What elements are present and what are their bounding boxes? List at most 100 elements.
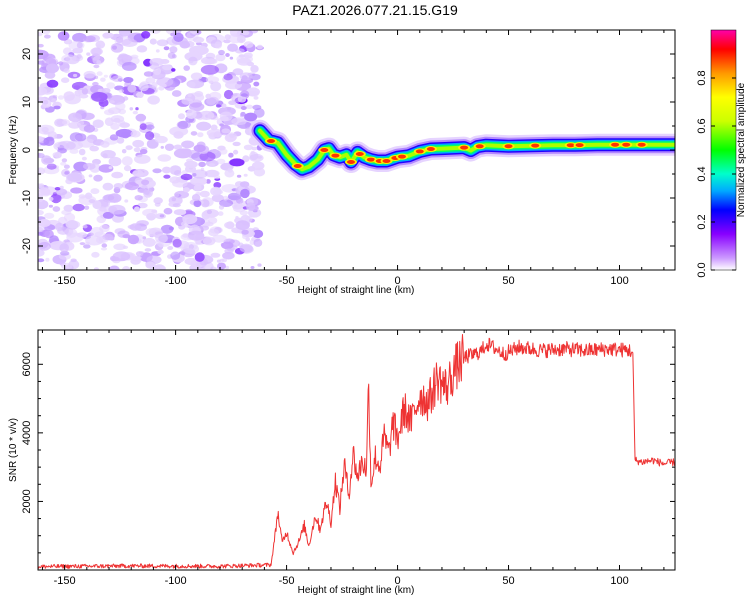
noise-speckle xyxy=(237,95,247,103)
ridge-hotspot-core xyxy=(398,154,406,159)
noise-speckle xyxy=(171,68,176,72)
noise-speckle xyxy=(205,179,211,184)
noise-speckle xyxy=(192,173,197,177)
noise-speckle xyxy=(68,40,85,50)
noise-speckle xyxy=(190,176,208,186)
noise-speckle xyxy=(92,55,105,65)
noise-speckle xyxy=(142,208,158,217)
noise-speckle xyxy=(100,247,108,251)
noise-speckle xyxy=(240,93,248,97)
noise-speckle xyxy=(121,156,133,166)
noise-speckle xyxy=(223,39,231,44)
noise-speckle xyxy=(243,41,254,48)
spectrogram-y-tick-label: 20 xyxy=(21,48,33,60)
noise-speckle xyxy=(223,89,234,100)
colorbar-gradient xyxy=(710,29,737,271)
noise-speckle xyxy=(210,252,221,258)
noise-speckle xyxy=(229,158,245,167)
noise-speckle xyxy=(63,212,76,222)
noise-speckle xyxy=(171,90,182,97)
noise-speckle xyxy=(151,82,158,88)
ridge-hotspot-core xyxy=(426,147,435,151)
snr-y-axis-label: SNR (10 * v/v) xyxy=(8,418,19,482)
noise-speckle xyxy=(41,155,52,165)
noise-speckle xyxy=(253,238,263,247)
noise-speckle xyxy=(64,170,70,175)
noise-speckle xyxy=(195,239,202,245)
noise-speckle xyxy=(221,128,231,134)
noise-speckle xyxy=(63,164,70,169)
noise-speckle xyxy=(108,156,122,167)
noise-speckle xyxy=(240,106,247,110)
noise-speckle xyxy=(82,224,88,229)
ridge-hotspot-core xyxy=(504,144,513,149)
noise-speckle xyxy=(234,48,245,54)
snr-x-ticks: -150 -100 -50 0 50 100 xyxy=(41,330,665,587)
noise-speckle xyxy=(108,107,121,115)
noise-speckle xyxy=(57,147,67,154)
noise-speckle xyxy=(224,133,237,143)
noise-speckle xyxy=(38,152,45,159)
noise-speckle xyxy=(74,133,87,142)
noise-speckle xyxy=(196,121,212,131)
noise-speckle xyxy=(86,52,91,56)
noise-speckle xyxy=(77,87,89,95)
noise-speckle xyxy=(228,152,234,158)
noise-speckle xyxy=(92,119,104,128)
noise-speckle xyxy=(134,195,143,201)
noise-speckle xyxy=(205,52,216,60)
noise-speckle xyxy=(38,231,44,236)
colorbar-tick-label: 0.2 xyxy=(696,214,708,229)
noise-speckle xyxy=(106,82,116,89)
noise-speckle xyxy=(250,65,259,73)
noise-speckle xyxy=(46,163,57,170)
noise-speckle xyxy=(173,144,183,150)
noise-speckle xyxy=(156,77,174,87)
noise-speckle xyxy=(38,241,51,251)
noise-speckle xyxy=(239,243,253,253)
noise-speckle xyxy=(190,131,198,136)
noise-speckle xyxy=(244,112,258,122)
noise-speckle xyxy=(170,32,175,37)
ridge-hotspot-core xyxy=(331,153,340,158)
noise-speckle xyxy=(184,257,199,266)
noise-speckle xyxy=(54,118,65,128)
noise-speckle xyxy=(171,197,177,202)
noise-speckle xyxy=(204,221,214,227)
noise-speckle xyxy=(249,30,258,34)
noise-speckle xyxy=(91,92,108,102)
noise-speckle xyxy=(221,103,227,109)
noise-speckle xyxy=(63,68,70,74)
noise-speckle xyxy=(249,153,264,162)
noise-speckle xyxy=(121,61,137,71)
noise-speckle xyxy=(242,155,250,163)
noise-speckle xyxy=(208,228,220,237)
noise-speckle xyxy=(132,170,144,177)
noise-speckle xyxy=(44,34,51,39)
noise-speckle xyxy=(173,209,187,216)
noise-speckle xyxy=(93,174,103,182)
noise-speckle xyxy=(169,165,182,176)
noise-speckle xyxy=(189,102,205,112)
noise-speckle xyxy=(108,166,113,170)
noise-speckle xyxy=(181,40,195,48)
noise-speckle xyxy=(172,179,188,188)
noise-speckle xyxy=(41,30,51,35)
noise-speckle xyxy=(162,64,173,71)
noise-speckle xyxy=(48,196,54,201)
noise-speckle xyxy=(113,183,124,190)
noise-speckle xyxy=(198,225,210,231)
noise-speckle xyxy=(95,40,106,49)
noise-speckle xyxy=(221,258,227,263)
noise-speckle xyxy=(163,174,171,179)
noise-speckle xyxy=(69,148,79,154)
noise-speckle xyxy=(121,131,130,139)
noise-speckle xyxy=(84,241,90,245)
noise-speckle xyxy=(45,257,50,262)
noise-speckle xyxy=(233,149,239,155)
noise-speckle xyxy=(117,230,130,238)
noise-speckle xyxy=(243,173,248,177)
snr-x-tick-label: 50 xyxy=(502,575,514,587)
ridge-hotspot-core xyxy=(566,143,575,148)
noise-speckle xyxy=(252,229,264,239)
